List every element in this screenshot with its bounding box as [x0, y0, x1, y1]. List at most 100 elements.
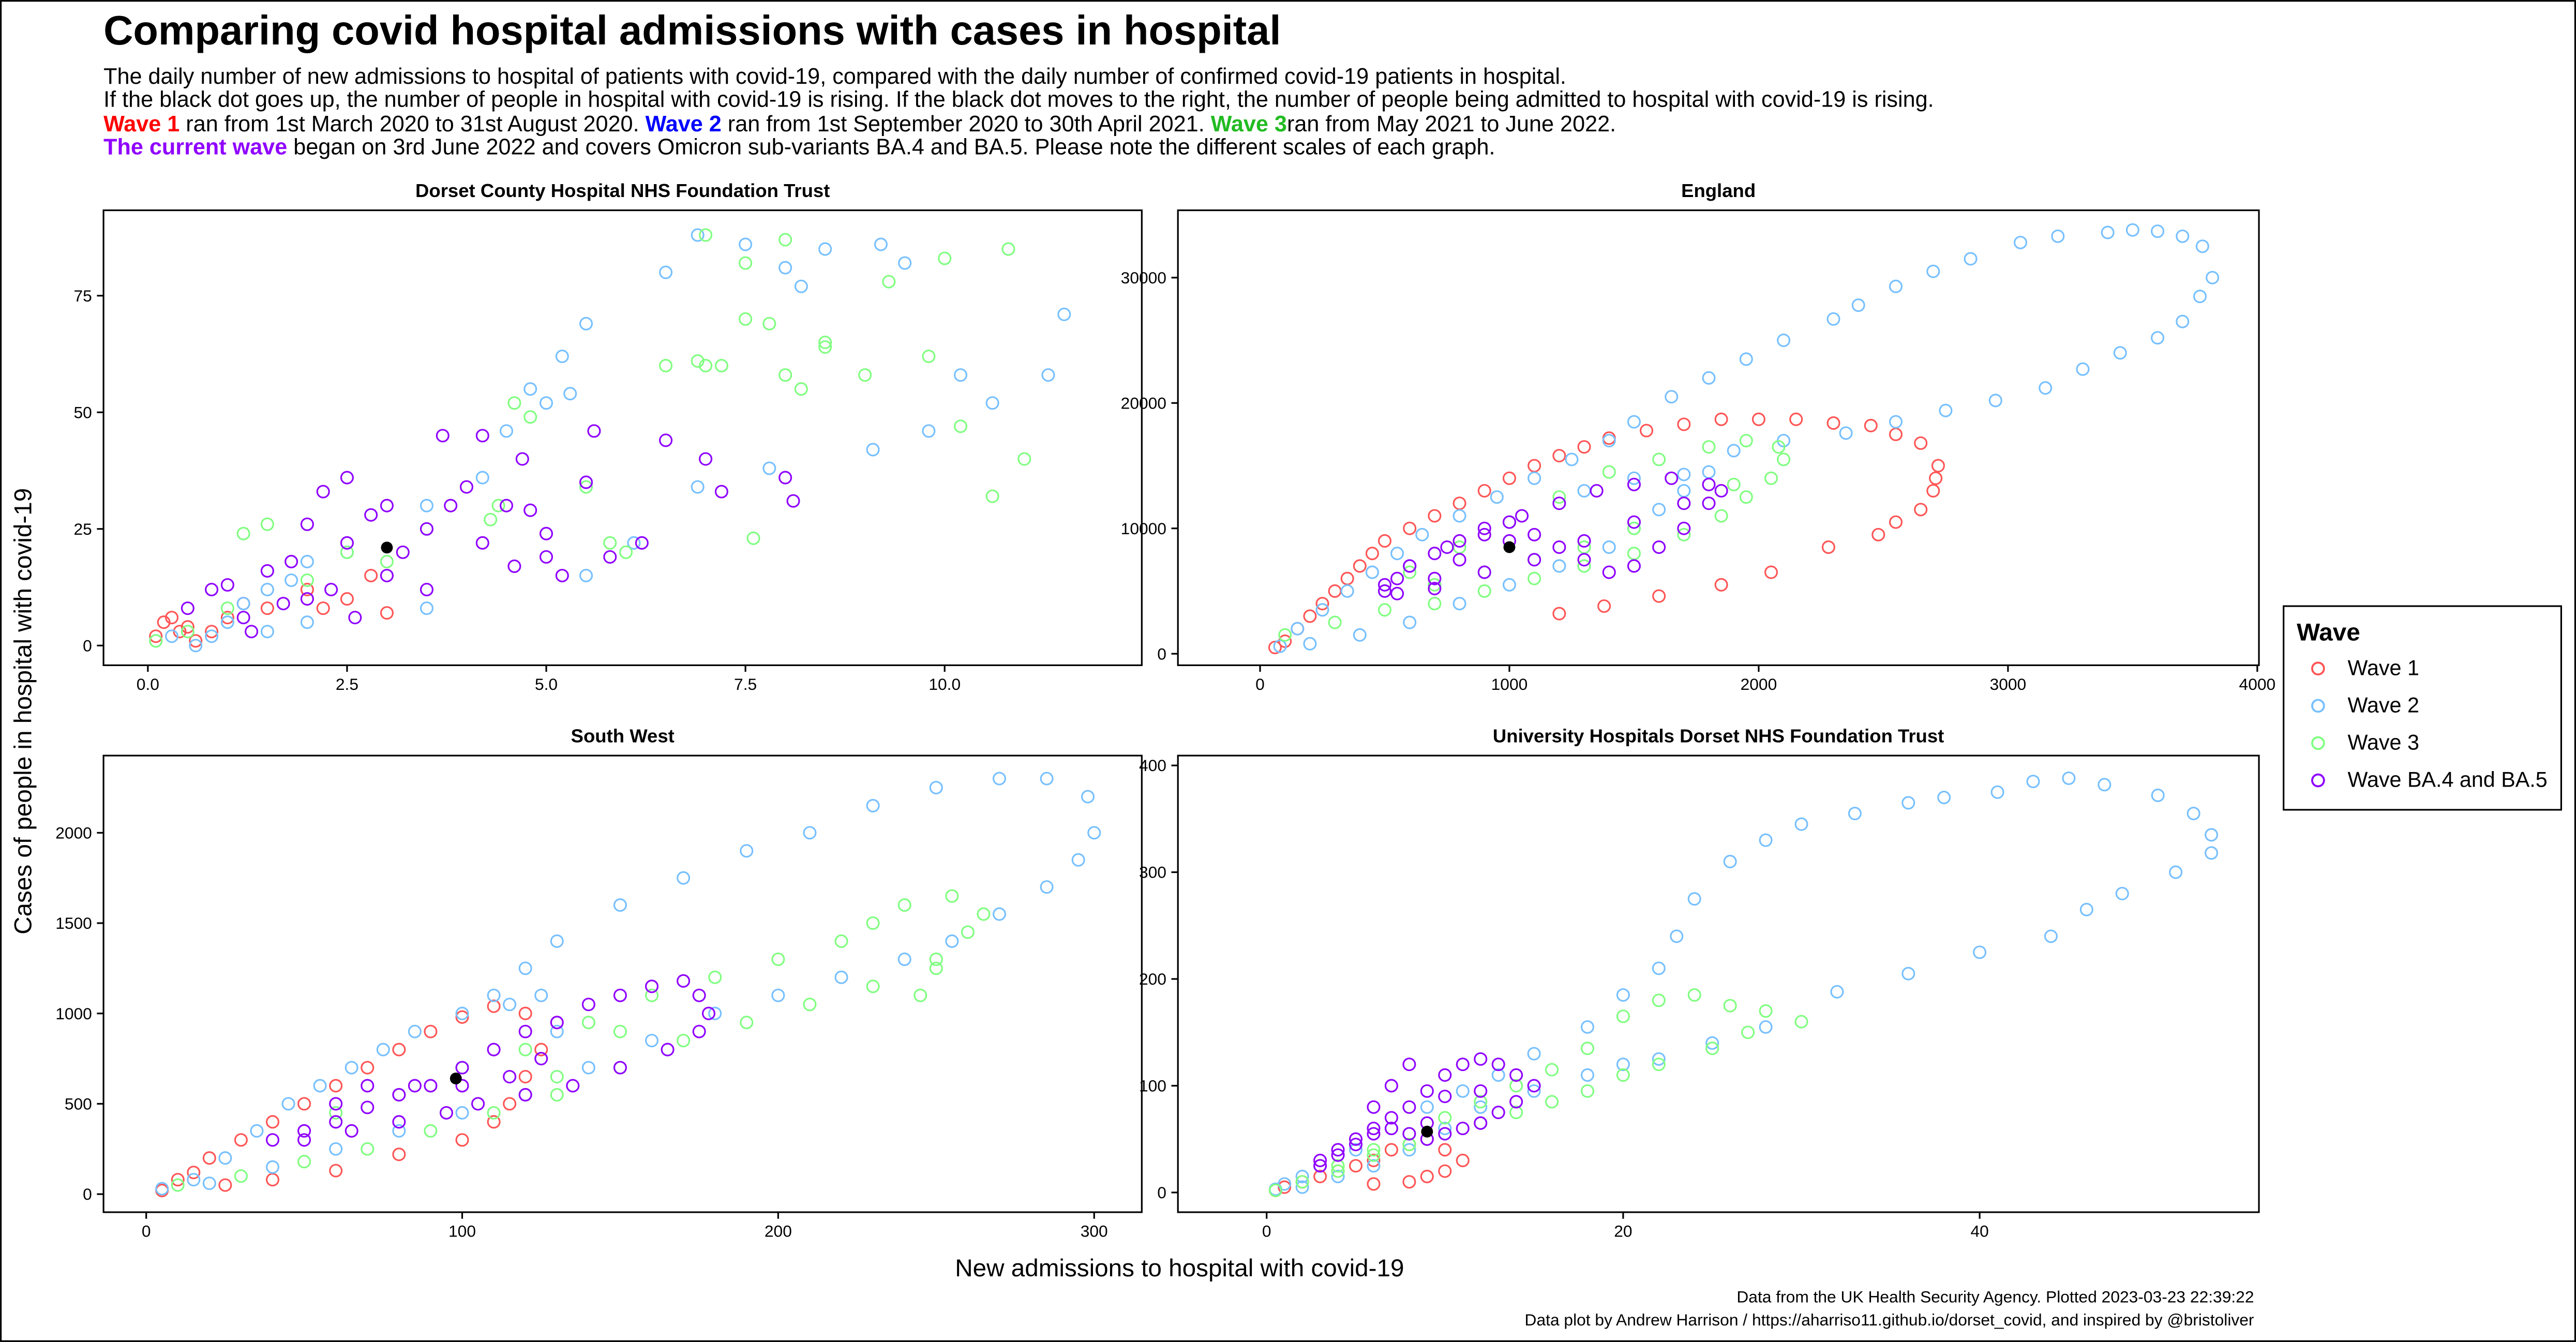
data-point: [1777, 334, 1791, 348]
data-point: [1081, 790, 1095, 804]
y-tick-label: 30000: [1121, 268, 1166, 287]
data-point: [396, 545, 410, 559]
current-point: [1421, 1125, 1433, 1138]
data-point: [475, 429, 489, 443]
data-point: [1826, 416, 1840, 430]
data-point: [1751, 412, 1765, 426]
data-point: [1677, 417, 1691, 431]
data-point: [874, 237, 888, 251]
data-point: [1474, 1095, 1488, 1109]
data-point: [1390, 547, 1404, 561]
data-point: [866, 979, 880, 993]
x-tick-label: 2000: [1741, 675, 1777, 693]
data-point: [1295, 1180, 1309, 1194]
data-point: [1313, 1159, 1327, 1173]
x-tick-label: 4000: [2239, 675, 2276, 693]
data-point: [1727, 477, 1741, 491]
data-point: [187, 1173, 201, 1187]
data-point: [977, 907, 991, 921]
data-point: [173, 625, 187, 639]
data-point: [929, 952, 943, 966]
data-point: [515, 452, 529, 466]
data-point: [1367, 1148, 1381, 1162]
data-point: [260, 601, 274, 615]
panel-title: University Hospitals Dorset NHS Foundati…: [1493, 726, 1944, 747]
data-point: [2039, 381, 2053, 395]
y-tick-label: 400: [1139, 756, 1166, 775]
data-point: [220, 601, 234, 615]
data-point: [1702, 440, 1716, 454]
data-point: [189, 634, 203, 648]
data-point: [1474, 1052, 1488, 1066]
subtitle-line-3: Wave 1 ran from 1st March 2020 to 31st A…: [103, 112, 1616, 137]
data-point: [1652, 540, 1666, 554]
data-point: [1848, 806, 1862, 821]
data-point: [1491, 1058, 1505, 1072]
data-point: [953, 368, 968, 382]
data-point: [1616, 988, 1630, 1002]
data-point: [420, 499, 433, 512]
data-point: [234, 1169, 248, 1183]
series-4: [265, 974, 716, 1147]
data-point: [778, 233, 792, 247]
data-point: [2205, 828, 2219, 842]
data-point: [581, 998, 595, 1012]
data-point: [550, 1088, 564, 1102]
data-point: [1727, 444, 1741, 458]
data-point: [364, 568, 378, 582]
data-point: [1527, 553, 1541, 567]
data-point: [392, 1115, 406, 1129]
data-point: [1527, 527, 1541, 541]
data-point: [1367, 1143, 1381, 1157]
data-point: [1477, 521, 1491, 535]
x-tick-label: 0: [1255, 675, 1265, 693]
data-point: [2169, 865, 2183, 879]
data-point: [455, 1010, 469, 1024]
data-point: [329, 1164, 343, 1178]
data-point: [316, 485, 330, 499]
data-point: [300, 583, 314, 597]
data-point: [1677, 496, 1691, 510]
legend-marker-icon: [2311, 699, 2325, 713]
data-point: [1889, 415, 1903, 429]
data-point: [659, 433, 673, 447]
data-point: [739, 312, 753, 326]
data-point: [587, 424, 601, 438]
data-point: [518, 1088, 532, 1102]
data-point: [858, 368, 872, 382]
data-point: [613, 1024, 627, 1038]
data-point: [1565, 453, 1579, 466]
data-point: [834, 970, 848, 984]
data-point: [1851, 298, 1865, 312]
data-point: [627, 536, 641, 550]
wave2-text: ran from 1st September 2020 to 30th Apri…: [722, 112, 1211, 137]
data-point: [818, 340, 832, 354]
data-point: [818, 335, 832, 349]
panel-title: England: [1681, 180, 1756, 201]
data-point: [898, 256, 912, 270]
series-2: [1268, 771, 2219, 1196]
series-4: [1377, 471, 1728, 600]
data-point: [1438, 1164, 1452, 1178]
y-tick-label: 100: [1139, 1077, 1166, 1095]
data-point: [284, 573, 298, 587]
data-point: [1759, 1020, 1773, 1034]
data-point: [1353, 559, 1367, 573]
data-point: [794, 279, 808, 293]
data-point: [1839, 426, 1853, 440]
data-point: [1509, 1068, 1523, 1082]
data-point: [2098, 778, 2111, 792]
data-point: [1794, 1015, 1808, 1029]
data-point: [455, 1079, 469, 1093]
data-point: [2151, 331, 2165, 345]
data-point: [329, 1142, 343, 1156]
data-point: [329, 1079, 343, 1093]
legend: Wave Wave 1 Wave 2 Wave 3 Wave BA.4 and BA.…: [2283, 605, 2563, 811]
data-point: [534, 1052, 548, 1066]
data-point: [507, 396, 521, 410]
data-point: [260, 564, 274, 578]
data-point: [1331, 1143, 1345, 1157]
data-point: [866, 916, 880, 930]
data-point: [218, 1151, 232, 1165]
data-point: [1502, 515, 1516, 529]
